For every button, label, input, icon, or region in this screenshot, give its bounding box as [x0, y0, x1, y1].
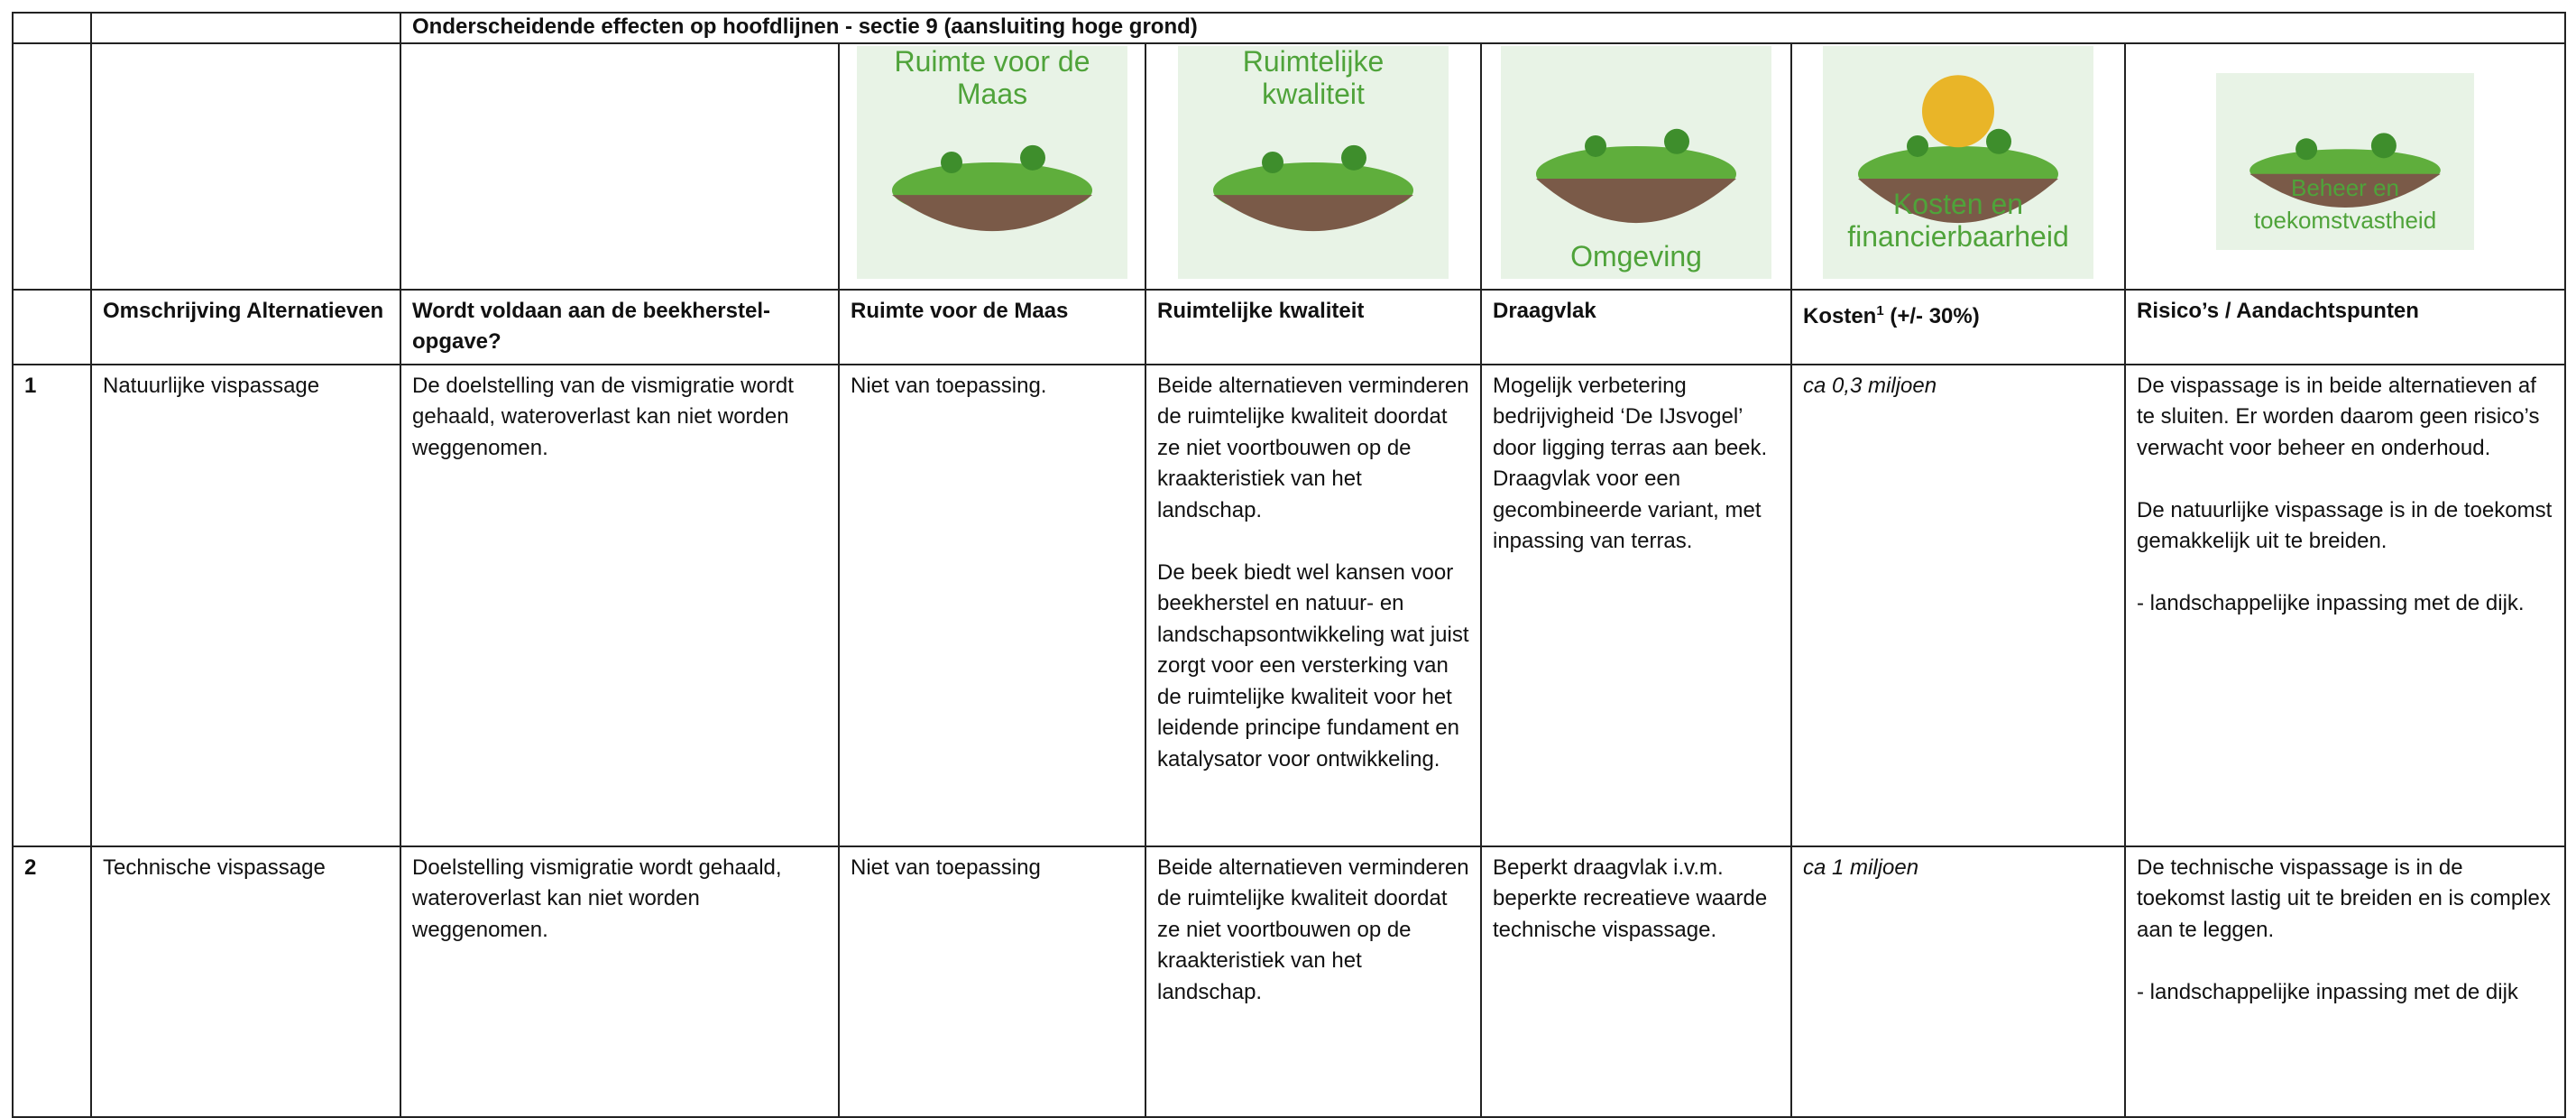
illustration-caption: Ruimte voor de Maas: [895, 46, 1090, 110]
table-body: Onderscheidende effecten op hoofdlijnen …: [12, 12, 2567, 1118]
illustration: Ruimtelijke kwaliteit: [1178, 45, 1449, 279]
header-text: Kosten: [1803, 303, 1877, 328]
column-header: Ruimtelijke kwaliteit: [1145, 288, 1482, 365]
cell-text: Doelstelling vismigratie wordt gehaald, …: [412, 855, 782, 942]
cell: Technische vispassage: [90, 845, 401, 1118]
cell: [12, 12, 92, 44]
cell-text: Niet van toepassing.: [851, 373, 1047, 398]
cell: Beide alternatieven verminderen de ruimt…: [1145, 363, 1482, 847]
illustration-caption: Ruimtelijke kwaliteit: [1243, 46, 1384, 110]
column-header: Wordt voldaan aan de beekherstel-opgave?: [400, 288, 840, 365]
column-header: Ruimte voor de Maas: [838, 288, 1146, 365]
illustration-caption: Kosten en financierbaarheid: [1847, 188, 2069, 253]
title-row: Onderscheidende effecten op hoofdlijnen …: [12, 12, 2567, 44]
cell: De doelstelling van de vismigratie wordt…: [400, 363, 840, 847]
table-title: Onderscheidende effecten op hoofdlijnen …: [399, 12, 2567, 44]
cell: ca 1 miljoen: [1790, 845, 2126, 1118]
cell: ca 0,3 miljoen: [1790, 363, 2126, 847]
cell: Natuurlijke vispassage: [90, 363, 401, 847]
cell: Beide alternatieven verminderen de ruimt…: [1145, 845, 1482, 1118]
cell: De vispassage is in beide alternatieven …: [2123, 363, 2567, 847]
cell: [12, 42, 92, 291]
image-cell: Kosten en financierbaarheid: [1790, 42, 2126, 291]
cell-text: De beek biedt wel kansen voor beekherste…: [1157, 559, 1469, 772]
cell-text: De natuurlijke vispassage is in de toeko…: [2137, 497, 2553, 554]
cell-text: - landschappelijke inpassing met de dijk…: [2137, 591, 2525, 615]
cell-text: Beperkt draagvlak i.v.m. beperkte recrea…: [1493, 855, 1768, 942]
cell: Niet van toepassing.: [838, 363, 1146, 847]
column-header: Risico’s / Aandachtspunten: [2123, 288, 2567, 365]
image-row: Ruimte voor de Maas Ruimtelijke kwaliteit …: [12, 42, 2567, 291]
column-header: Draagvlak: [1480, 288, 1792, 365]
illustration: Beheer en toekomstvastheid: [2216, 73, 2475, 250]
footnote-mark: 1: [1876, 302, 1884, 319]
illustration-caption: Omgeving: [1570, 240, 1702, 273]
cell: [90, 42, 401, 291]
cell-text: Mogelijk verbetering bedrijvigheid ‘De I…: [1493, 373, 1768, 554]
cell: [400, 42, 840, 291]
effects-table: Onderscheidende effecten op hoofdlijnen …: [12, 12, 2567, 1118]
cell-text: De vispassage is in beide alternatieven …: [2137, 373, 2540, 460]
row-number: 1: [12, 363, 92, 847]
header-text: (+/- 30%): [1890, 303, 1980, 328]
column-header: Omschrijving Alternatieven: [90, 288, 401, 365]
illustration: Ruimte voor de Maas: [857, 45, 1127, 279]
illustration: Omgeving: [1501, 46, 1771, 279]
image-cell: Ruimte voor de Maas: [838, 42, 1146, 291]
cell-text: De doelstelling van de vismigratie wordt…: [412, 373, 794, 460]
cell: Doelstelling vismigratie wordt gehaald, …: [400, 845, 840, 1118]
cell: Beperkt draagvlak i.v.m. beperkte recrea…: [1480, 845, 1792, 1118]
cell-text: - landschappelijke inpassing met de dijk: [2137, 979, 2518, 1004]
illustration-caption: Beheer en toekomstvastheid: [2254, 174, 2436, 234]
cell: De technische vispassage is in de toekom…: [2123, 845, 2567, 1118]
cell-text: De technische vispassage is in de toekom…: [2137, 855, 2551, 942]
page: Onderscheidende effecten op hoofdlijnen …: [12, 12, 2567, 1118]
data-row: 1 Natuurlijke vispassage De doelstelling v…: [12, 363, 2567, 847]
cell-text: Niet van toepassing: [851, 855, 1041, 880]
cell-text: Technische vispassage: [103, 855, 326, 880]
cell: [12, 288, 92, 365]
cell-text: ca 1 miljoen: [1803, 855, 1919, 880]
data-row: 2 Technische vispassage Doelstelling vismi…: [12, 845, 2567, 1118]
cell-text: Beide alternatieven verminderen de ruimt…: [1157, 373, 1469, 522]
cell: Niet van toepassing: [838, 845, 1146, 1118]
column-header: Kosten1 (+/- 30%): [1790, 288, 2126, 365]
cell: Mogelijk verbetering bedrijvigheid ‘De I…: [1480, 363, 1792, 847]
image-cell: Omgeving: [1480, 42, 1792, 291]
cell-text: Beide alternatieven verminderen de ruimt…: [1157, 855, 1469, 1004]
illustration: Kosten en financierbaarheid: [1823, 46, 2093, 279]
cell: [90, 12, 401, 44]
cell-text: Natuurlijke vispassage: [103, 373, 320, 398]
cell-text: ca 0,3 miljoen: [1803, 373, 1937, 398]
header-row: Omschrijving Alternatieven Wordt voldaan …: [12, 288, 2567, 365]
row-number: 2: [12, 845, 92, 1118]
image-cell: Ruimtelijke kwaliteit: [1145, 42, 1482, 291]
image-cell: Beheer en toekomstvastheid: [2123, 42, 2567, 291]
